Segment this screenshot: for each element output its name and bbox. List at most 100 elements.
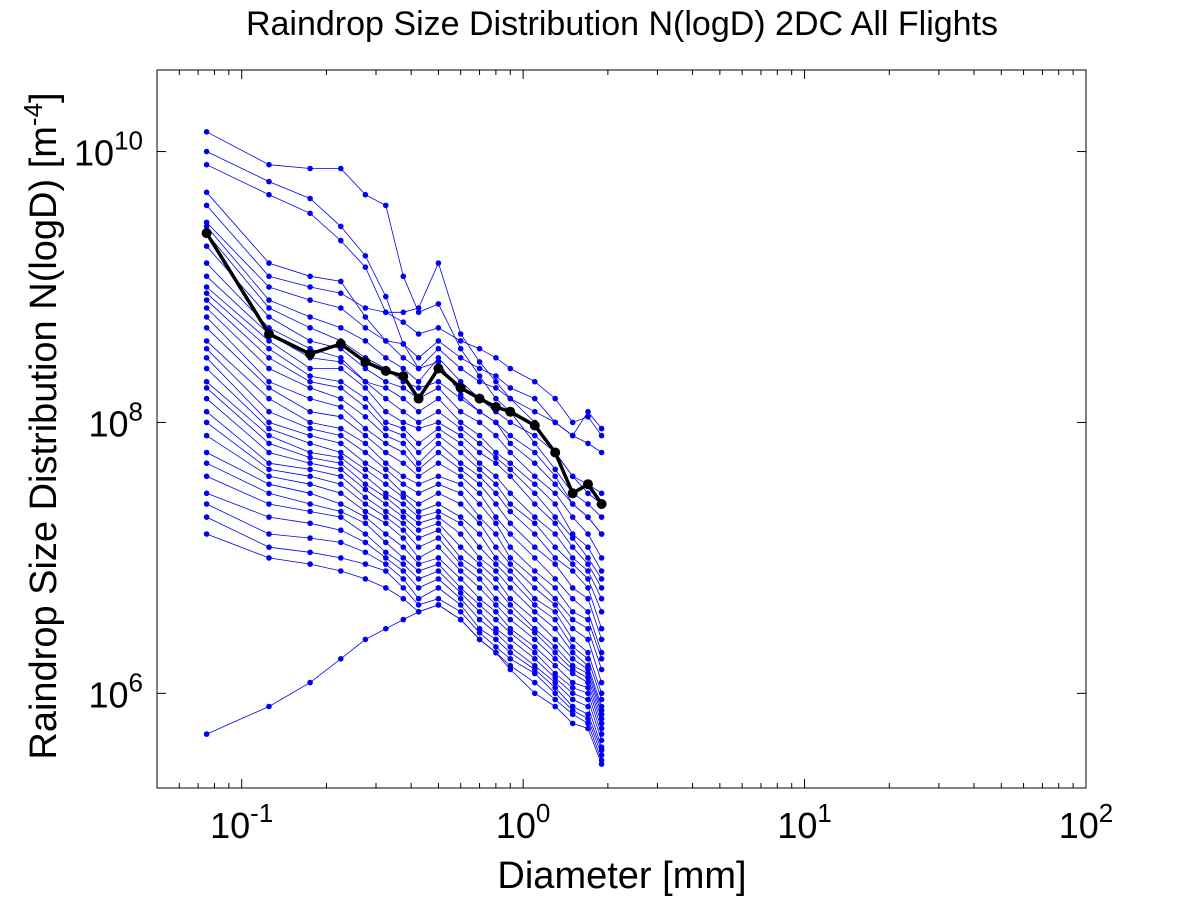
flight-data-point [435,345,442,352]
flight-data-point [307,460,313,467]
flight-data-point [552,616,558,623]
flight-data-point [307,378,313,385]
flight-data-point [415,535,422,541]
mean-data-point [505,406,516,417]
flight-data-point [415,576,422,582]
flight-data-point [493,616,499,623]
flight-data-point [435,301,442,307]
flight-data-point [338,432,344,439]
flight-data-point [476,514,483,520]
flight-data-point [598,576,605,582]
flight-data-point [569,535,576,541]
flight-data-point [435,325,442,331]
flight-data-point [435,481,442,488]
flight-data-point [476,585,483,591]
flight-data-point [383,520,389,527]
flight-data-point [383,395,389,402]
flight-data-point [435,520,442,527]
flight-data-point [203,219,210,226]
flight-series-line [206,131,602,518]
flight-data-point [457,561,464,567]
flight-series-line [206,327,602,653]
flight-data-point [552,662,558,669]
flight-data-point [493,609,499,615]
flight-data-point [362,305,369,311]
flight-data-point [383,309,389,316]
flight-data-point [552,670,558,677]
flight-series [203,314,605,643]
flight-data-point [415,508,422,515]
flight-data-point [476,490,483,497]
flight-data-point [507,440,514,447]
flight-series [203,290,605,602]
flight-data-point [362,531,369,537]
flight-data-point [415,408,422,415]
flight-data-point [400,544,407,550]
flight-series-line [206,516,602,756]
flight-series-line [206,604,602,765]
flight-data-point [457,345,464,352]
flight-data-point [507,555,514,561]
flight-data-point [552,595,558,602]
flight-data-point [585,725,591,732]
flight-data-point [598,636,605,643]
flight-data-point [383,561,389,567]
flight-data-point [203,243,210,249]
x-tick-label: 101 [777,798,832,846]
flight-data-point [383,585,389,591]
flight-data-point [435,419,442,426]
flight-data-point [338,656,344,662]
flight-data-point [435,425,442,432]
flight-data-point [476,616,483,623]
flight-data-point [203,531,210,537]
flight-data-point [266,703,272,710]
flight-data-point [362,264,369,271]
flight-data-point [598,666,605,673]
flight-data-point [532,644,538,650]
flight-data-point [362,432,369,439]
flight-data-point [307,440,313,447]
flight-data-point [203,260,210,266]
flight-data-point [415,555,422,561]
flight-data-point [203,223,210,230]
flight-data-point [552,481,558,488]
flight-series [203,219,605,456]
flight-data-point [532,666,538,673]
mean-data-point [398,371,409,382]
flight-series-line [206,348,602,670]
flight-data-point [415,355,422,361]
flight-data-point [362,253,369,259]
mean-data-point [596,499,607,509]
flight-data-point [415,473,422,480]
flight-data-point [435,338,442,344]
flight-data-point [532,616,538,623]
flight-data-point [338,481,344,488]
flight-data-point [400,341,407,347]
flight-data-point [476,449,483,456]
plot-area [156,69,1087,789]
flight-data-point [266,365,272,372]
flight-series-line [206,462,602,735]
flight-data-point [383,508,389,515]
flight-data-point [476,440,483,447]
flight-series [203,408,605,718]
flight-data-point [532,432,538,439]
flight-data-point [507,576,514,582]
flight-data-point [203,378,210,385]
flight-data-point [585,585,591,591]
flight-data-point [532,514,538,520]
flight-data-point [585,690,591,697]
flight-data-point [552,544,558,550]
flight-series-line [206,292,602,599]
flight-data-point [203,731,210,737]
flight-data-point [569,696,576,703]
flight-data-point [585,715,591,722]
flight-data-point [203,345,210,352]
flight-data-point [457,408,464,415]
flight-data-point [435,535,442,541]
flight-data-point [569,595,576,602]
flight-data-point [532,378,538,385]
flight-data-point [338,501,344,507]
flight-data-point [362,449,369,456]
flight-data-point [203,419,210,426]
